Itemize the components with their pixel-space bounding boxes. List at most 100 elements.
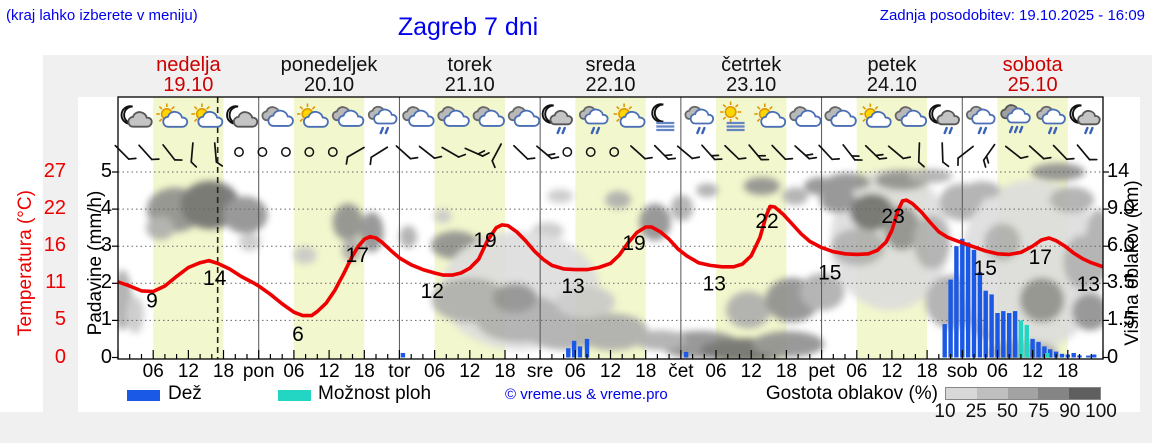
wind-barb-icon <box>138 144 160 161</box>
wind-barb-icon <box>748 144 770 161</box>
wind-barb-icon <box>441 146 467 158</box>
showers-legend-swatch <box>278 390 311 401</box>
svg-text:06: 06 <box>283 361 304 382</box>
day-date: 20.10 <box>304 74 355 96</box>
weather-icon-cloud-rain <box>965 105 996 135</box>
svg-text:18: 18 <box>1057 361 1078 382</box>
scale-segment <box>976 388 1008 399</box>
scale-segment <box>1007 388 1039 399</box>
svg-text:17: 17 <box>346 244 369 267</box>
precip-tick-4: 4 <box>100 197 112 220</box>
weather-icon-sun-cloud <box>297 103 329 128</box>
svg-text:19: 19 <box>473 229 496 252</box>
svg-text:18: 18 <box>354 361 375 382</box>
day-date: 19.10 <box>163 74 214 96</box>
scale-segment <box>1069 388 1100 399</box>
svg-text:23: 23 <box>881 205 904 228</box>
day-date: 25.10 <box>1007 74 1058 96</box>
x-axis-labels: 06 12 18 pon 06 12 18 tor 06 12 18 sre 06 12 18 čet 06 12… <box>143 361 1079 382</box>
scale-segment <box>1038 388 1070 399</box>
weather-icon-cloud <box>824 106 857 127</box>
svg-text:18: 18 <box>776 361 797 382</box>
precip-tick-2: 2 <box>100 271 112 294</box>
temp-tick-16: 16 <box>43 234 66 257</box>
precip-tick-0: 0 <box>100 345 112 368</box>
wind-barb-icon <box>513 144 536 160</box>
weather-icon-cloud <box>472 106 505 127</box>
weather-icon-cloud-rain <box>367 105 398 135</box>
wind-barb-icon <box>794 145 818 160</box>
svg-text:12: 12 <box>178 361 199 382</box>
wind-calm-icon <box>304 147 315 157</box>
menu-hint: (kraj lahko izberete v meniju) <box>6 7 198 24</box>
svg-text:13: 13 <box>1077 273 1100 296</box>
wind-barb-icon <box>917 142 925 168</box>
svg-text:15: 15 <box>818 261 841 284</box>
day-header-petek: petek 24.10 <box>822 55 963 95</box>
day-header-nedelja: nedelja 19.10 <box>118 55 259 95</box>
day-date: 21.10 <box>444 74 495 96</box>
rain-bars <box>400 238 1097 358</box>
svg-text:06: 06 <box>143 361 164 382</box>
wind-barb-icon <box>630 145 653 160</box>
shower-bars <box>1018 320 1050 358</box>
weather-icon-moon-cloud <box>226 105 259 128</box>
wind-calm-icon <box>280 147 291 157</box>
day-name: sobota <box>1002 54 1063 76</box>
day-name: ponedeljek <box>280 54 378 76</box>
cloud-density-scale-bar <box>945 387 1101 400</box>
day-name: petek <box>867 54 917 76</box>
cloud-height-tick-1.5: 1.5 <box>1107 308 1135 331</box>
cloud-height-tick-6.0: 6.0 <box>1107 234 1135 257</box>
day-name: četrtek <box>721 54 782 76</box>
wind-barb-icon <box>1052 144 1075 161</box>
svg-text:12: 12 <box>600 361 621 382</box>
svg-text:06: 06 <box>987 361 1008 382</box>
day-date: 23.10 <box>726 74 777 96</box>
day-name: nedelja <box>156 54 221 76</box>
wind-barb-icon <box>957 145 974 167</box>
day-date: 24.10 <box>866 74 917 96</box>
wind-barb-icon <box>395 145 419 160</box>
svg-text:6: 6 <box>292 323 304 346</box>
weather-icon-moon-cloud <box>120 105 153 128</box>
right-margin-bg <box>1140 55 1152 412</box>
temp-tick-5: 5 <box>54 308 66 331</box>
scale-segment <box>946 388 977 399</box>
cloud-height-tick-14: 14 <box>1107 160 1130 182</box>
svg-text:06: 06 <box>565 361 586 382</box>
weather-icon-sun-cloud <box>859 103 892 128</box>
weather-icon-sun-cloud <box>754 103 787 128</box>
wind-barb-icon <box>701 144 723 161</box>
cloud-height-tick-3.5: 3.5 <box>1107 271 1135 294</box>
precip-tick-1: 1 <box>100 308 112 331</box>
day-header-četrtek: četrtek 23.10 <box>681 55 822 95</box>
weather-icon-cloud-rain <box>578 105 609 135</box>
svg-text:sre: sre <box>527 361 553 382</box>
svg-text:tor: tor <box>388 361 411 382</box>
weather-icon-sun-cloud <box>156 103 189 128</box>
wind-barb-icon <box>190 142 198 168</box>
svg-text:22: 22 <box>755 210 778 233</box>
wind-barb-icon <box>464 147 490 157</box>
cloud-cover-layer <box>118 163 1103 359</box>
svg-text:19: 19 <box>622 232 645 255</box>
svg-text:12: 12 <box>459 361 480 382</box>
wind-barb-icon <box>676 145 701 160</box>
bottom-margin-bg <box>0 412 1152 443</box>
svg-text:13: 13 <box>703 272 726 295</box>
rain-legend-label: Dež <box>168 383 202 404</box>
left-margin-bg <box>43 55 78 412</box>
wind-barb-icon <box>653 144 677 160</box>
wind-barb-icon <box>345 146 365 165</box>
wind-barb-icon <box>771 144 794 161</box>
wind-barb-icon <box>724 144 747 160</box>
svg-text:06: 06 <box>424 361 445 382</box>
wind-calm-icon <box>234 147 244 157</box>
scale-label-25: 25 <box>965 401 987 422</box>
copyright-link[interactable]: © vreme.us & vreme.pro <box>505 386 668 403</box>
wind-barb-icon <box>864 144 888 160</box>
wind-barb-icon <box>1004 145 1029 160</box>
